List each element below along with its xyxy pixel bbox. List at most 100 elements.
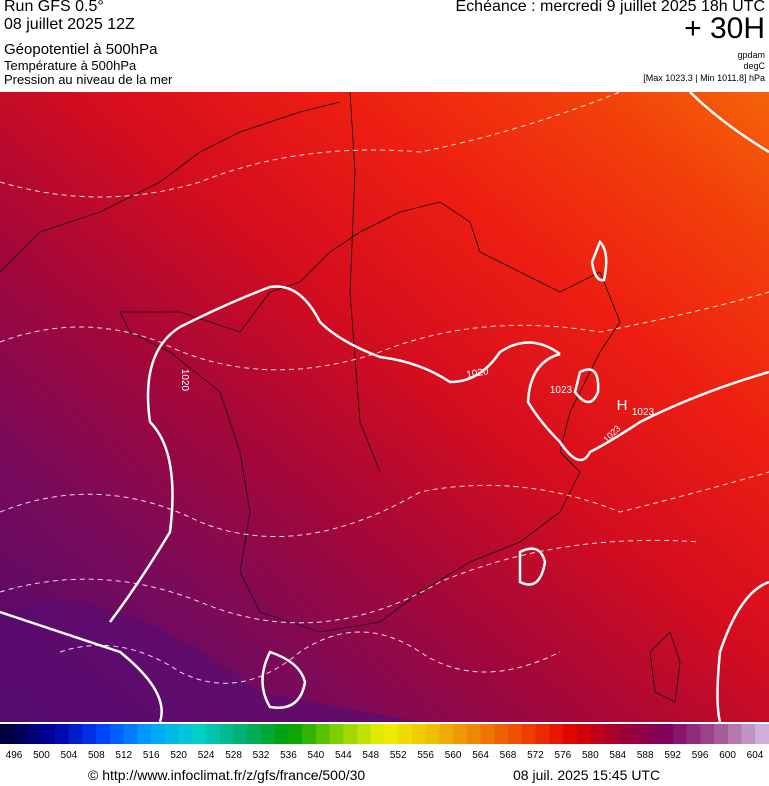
colorbar-swatch <box>453 724 468 744</box>
colorbar-swatch <box>137 724 152 744</box>
colorbar-swatch <box>357 724 372 744</box>
colorbar-swatch <box>288 724 303 744</box>
colorbar-swatch <box>54 724 70 744</box>
run-date: 08 juillet 2025 12Z <box>4 16 135 33</box>
colorbar-swatch <box>508 724 523 744</box>
coastlines <box>0 92 681 703</box>
isotherms <box>0 92 769 684</box>
colorbar-swatch <box>425 724 440 744</box>
colorbar-swatch <box>329 724 344 744</box>
colorbar-label: 572 <box>527 750 544 761</box>
colorbar-swatch <box>563 724 578 744</box>
colorbar-swatch <box>0 724 15 744</box>
colorbar-swatch <box>247 724 262 744</box>
colorbar-swatch <box>755 724 769 744</box>
unit-1: gpdam <box>737 50 765 60</box>
colorbar-label: 564 <box>472 750 489 761</box>
colorbar-swatch <box>521 724 537 744</box>
colorbar-swatch <box>151 724 166 744</box>
cold-area <box>0 602 420 722</box>
colorbar-swatch <box>343 724 358 744</box>
colorbar-label: 532 <box>253 750 270 761</box>
colorbar-label: 600 <box>719 750 736 761</box>
colorbar-swatch <box>686 724 701 744</box>
colorbar-swatch <box>576 724 591 744</box>
colorbar-swatch <box>700 724 715 744</box>
colorbar-label: 512 <box>115 750 132 761</box>
colorbar-label: 576 <box>555 750 572 761</box>
isobar-label: 1020 <box>179 369 190 392</box>
colorbar-label: 528 <box>225 750 242 761</box>
colorbar-label: 556 <box>417 750 434 761</box>
colorbar-swatch <box>411 724 427 744</box>
unit-2: degC <box>743 61 765 71</box>
colorbar-label: 588 <box>637 750 654 761</box>
colorbar-swatch <box>370 724 385 744</box>
field-2: Température à 500hPa <box>4 58 137 73</box>
colorbar: 496 500 504 508 512 516 520 524 528 532 536 540 544 5… <box>0 724 769 761</box>
colorbar-swatch <box>123 724 138 744</box>
run-title: Run GFS 0.5° <box>4 0 104 15</box>
colorbar-swatch <box>192 724 207 744</box>
isobar-label: 1020 <box>466 366 490 381</box>
colorbar-swatch <box>109 724 125 744</box>
colorbar-swatch <box>205 724 221 744</box>
colorbar-label: 596 <box>692 750 709 761</box>
colorbar-swatch <box>549 724 564 744</box>
colorbar-swatch <box>41 724 56 744</box>
colorbar-swatch <box>466 724 482 744</box>
colorbar-swatch <box>82 724 97 744</box>
colorbar-label: 544 <box>335 750 352 761</box>
colorbar-swatch <box>219 724 234 744</box>
high-marker: H <box>617 397 628 414</box>
colorbar-swatch <box>315 724 331 744</box>
colorbar-swatch <box>741 724 756 744</box>
colorbar-label: 540 <box>308 750 325 761</box>
colorbar-label: 504 <box>61 750 78 761</box>
colorbar-swatch <box>590 724 605 744</box>
colorbar-swatch <box>398 724 413 744</box>
field-1: Géopotentiel à 500hPa <box>4 41 158 58</box>
colorbar-swatch <box>68 724 83 744</box>
colorbar-label: 580 <box>582 750 599 761</box>
colorbar-swatch <box>164 724 180 744</box>
colorbar-swatch <box>617 724 633 744</box>
colorbar-swatch <box>233 724 248 744</box>
colorbar-swatch <box>714 724 729 744</box>
colorbar-label: 500 <box>33 750 50 761</box>
field-3: Pression au niveau de la mer <box>4 72 173 87</box>
colorbar-swatch <box>535 724 550 744</box>
colorbar-swatch <box>494 724 509 744</box>
colorbar-label: 552 <box>390 750 407 761</box>
colorbar-swatch <box>631 724 646 744</box>
colorbar-label: 592 <box>664 750 681 761</box>
isobars <box>0 92 769 722</box>
colorbar-swatch <box>260 724 276 744</box>
lead-time: + 30H <box>684 12 765 45</box>
colorbar-label: 568 <box>500 750 517 761</box>
colorbar-label: 524 <box>198 750 215 761</box>
colorbar-swatch <box>13 724 28 744</box>
colorbar-label: 508 <box>88 750 105 761</box>
colorbar-swatch <box>480 724 495 744</box>
colorbar-label: 560 <box>445 750 462 761</box>
valid-time: Echéance : mercredi 9 juillet 2025 18h U… <box>455 0 766 15</box>
footer-timestamp: 08 juil. 2025 15:45 UTC <box>513 767 661 783</box>
isobar-label: 1023 <box>550 385 573 396</box>
footer-source: © http://www.infoclimat.fr/z/gfs/france/… <box>88 767 366 783</box>
colorbar-label: 584 <box>609 750 626 761</box>
max-min: [Max 1023.3 | Min 1011.8] hPa <box>643 73 765 83</box>
colorbar-swatch <box>659 724 674 744</box>
colorbar-swatch <box>27 724 42 744</box>
colorbar-label: 536 <box>280 750 297 761</box>
colorbar-swatch <box>384 724 399 744</box>
colorbar-swatch <box>645 724 660 744</box>
colorbar-label: 516 <box>143 750 160 761</box>
colorbar-swatch <box>604 724 619 744</box>
isobar-label: 1023 <box>632 407 655 418</box>
colorbar-label: 496 <box>6 750 23 761</box>
colorbar-swatch <box>178 724 193 744</box>
colorbar-swatch <box>274 724 289 744</box>
